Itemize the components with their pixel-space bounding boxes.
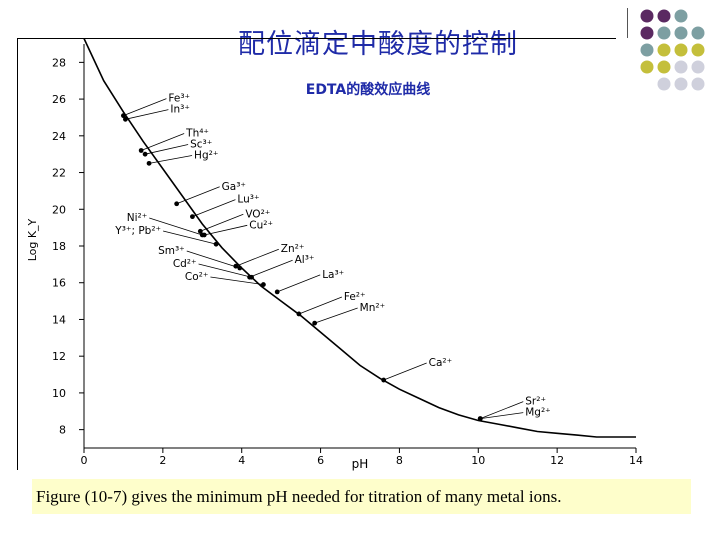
leader-line (148, 155, 193, 164)
deco-dot (657, 9, 671, 23)
deco-dot (674, 60, 688, 74)
ion-label: In³⁺ (170, 104, 190, 116)
data-point (199, 232, 205, 238)
y-tick-label: 26 (52, 93, 66, 106)
deco-dot (640, 60, 654, 74)
leader-line (198, 263, 252, 278)
ion-label: Ca²⁺ (429, 357, 453, 369)
ion-label: Fe²⁺ (344, 291, 366, 303)
y-tick-label: 22 (52, 167, 66, 180)
ion-label: Sr²⁺ (525, 396, 546, 408)
y-tick-label: 28 (52, 56, 66, 69)
data-point (213, 241, 219, 247)
leader-line (162, 230, 217, 245)
acid-effect-curve (83, 38, 636, 438)
deco-dot (657, 43, 671, 57)
ion-label: Hg²⁺ (194, 150, 218, 162)
leader-line (249, 259, 293, 278)
deco-dot (691, 43, 705, 57)
deco-dot (640, 43, 654, 57)
deco-dot (674, 26, 688, 40)
ion-label: Ga³⁺ (222, 181, 246, 193)
left-frame-line (17, 38, 18, 470)
ion-label: Co²⁺ (185, 271, 209, 283)
leader-line (200, 213, 244, 232)
deco-dot (657, 60, 671, 74)
leader-line (125, 109, 169, 120)
x-tick-label: 6 (317, 454, 324, 467)
ion-label: Y³⁺; Pb²⁺ (114, 225, 161, 237)
leader-line (314, 307, 358, 324)
ion-label: Zn²⁺ (281, 243, 305, 255)
ion-label: Cd²⁺ (173, 258, 197, 270)
deco-dot (640, 26, 654, 40)
deco-dot (674, 43, 688, 57)
leader-line (298, 296, 343, 315)
y-axis-label: Log K_Y (26, 218, 39, 261)
x-tick-label: 0 (81, 454, 88, 467)
ion-label: Sm³⁺ (158, 245, 185, 257)
deco-dot (691, 60, 705, 74)
y-tick-label: 20 (52, 203, 66, 216)
caption-box: Figure (10-7) gives the minimum pH neede… (32, 479, 691, 514)
deco-dot (657, 26, 671, 40)
leader-line (123, 98, 167, 116)
x-tick-label: 12 (550, 454, 564, 467)
leader-line (176, 186, 220, 205)
ion-label: La³⁺ (322, 269, 344, 281)
chart-title: EDTA的酸效应曲线 (306, 81, 430, 98)
leader-line (210, 276, 264, 285)
ion-label: VO²⁺ (245, 208, 270, 220)
leader-line (145, 144, 189, 155)
y-tick-label: 18 (52, 240, 66, 253)
ion-label: Th⁴⁺ (185, 128, 209, 140)
ion-label: Sc³⁺ (190, 139, 212, 151)
leader-line (383, 362, 427, 381)
data-point (249, 274, 254, 280)
leader-line (192, 199, 236, 217)
leader-line (204, 224, 248, 236)
corner-divider (627, 8, 628, 38)
decorative-dot-grid (640, 9, 705, 91)
y-tick-label: 16 (52, 277, 66, 290)
slide-title: 配位滴定中酸度的控制 (238, 29, 518, 60)
ion-label: Mn²⁺ (360, 302, 385, 314)
leader-line (141, 133, 185, 151)
y-tick-label: 12 (52, 350, 66, 363)
y-tick-label: 14 (52, 313, 66, 326)
deco-dot (674, 77, 688, 91)
ion-label: Al³⁺ (295, 254, 315, 266)
y-tick-label: 8 (59, 424, 66, 437)
x-tick-label: 14 (629, 454, 643, 467)
x-tick-label: 2 (159, 454, 166, 467)
y-tick-label: 10 (52, 387, 66, 400)
ion-label: Mg²⁺ (525, 407, 550, 419)
leader-line (149, 217, 203, 236)
deco-dot (691, 77, 705, 91)
ion-label: Fe³⁺ (168, 93, 190, 105)
x-tick-label: 4 (238, 454, 245, 467)
deco-dot (691, 26, 705, 40)
ion-label: Cu²⁺ (249, 219, 273, 231)
x-tick-label: 8 (396, 454, 403, 467)
leader-line (480, 401, 524, 419)
deco-dot (674, 9, 688, 23)
leader-line (480, 412, 524, 420)
leader-line (186, 250, 240, 269)
ion-label: Ni²⁺ (127, 212, 148, 224)
x-tick-label: 10 (471, 454, 485, 467)
x-axis-label: pH (352, 457, 369, 471)
caption-text: Figure (10-7) gives the minimum pH neede… (36, 487, 562, 506)
leader-line (277, 274, 321, 293)
title-divider (18, 38, 616, 39)
ion-label: Lu³⁺ (237, 194, 259, 206)
deco-dot (657, 77, 671, 91)
y-tick-label: 24 (52, 130, 66, 143)
deco-dot (640, 9, 654, 23)
leader-line (235, 248, 279, 267)
